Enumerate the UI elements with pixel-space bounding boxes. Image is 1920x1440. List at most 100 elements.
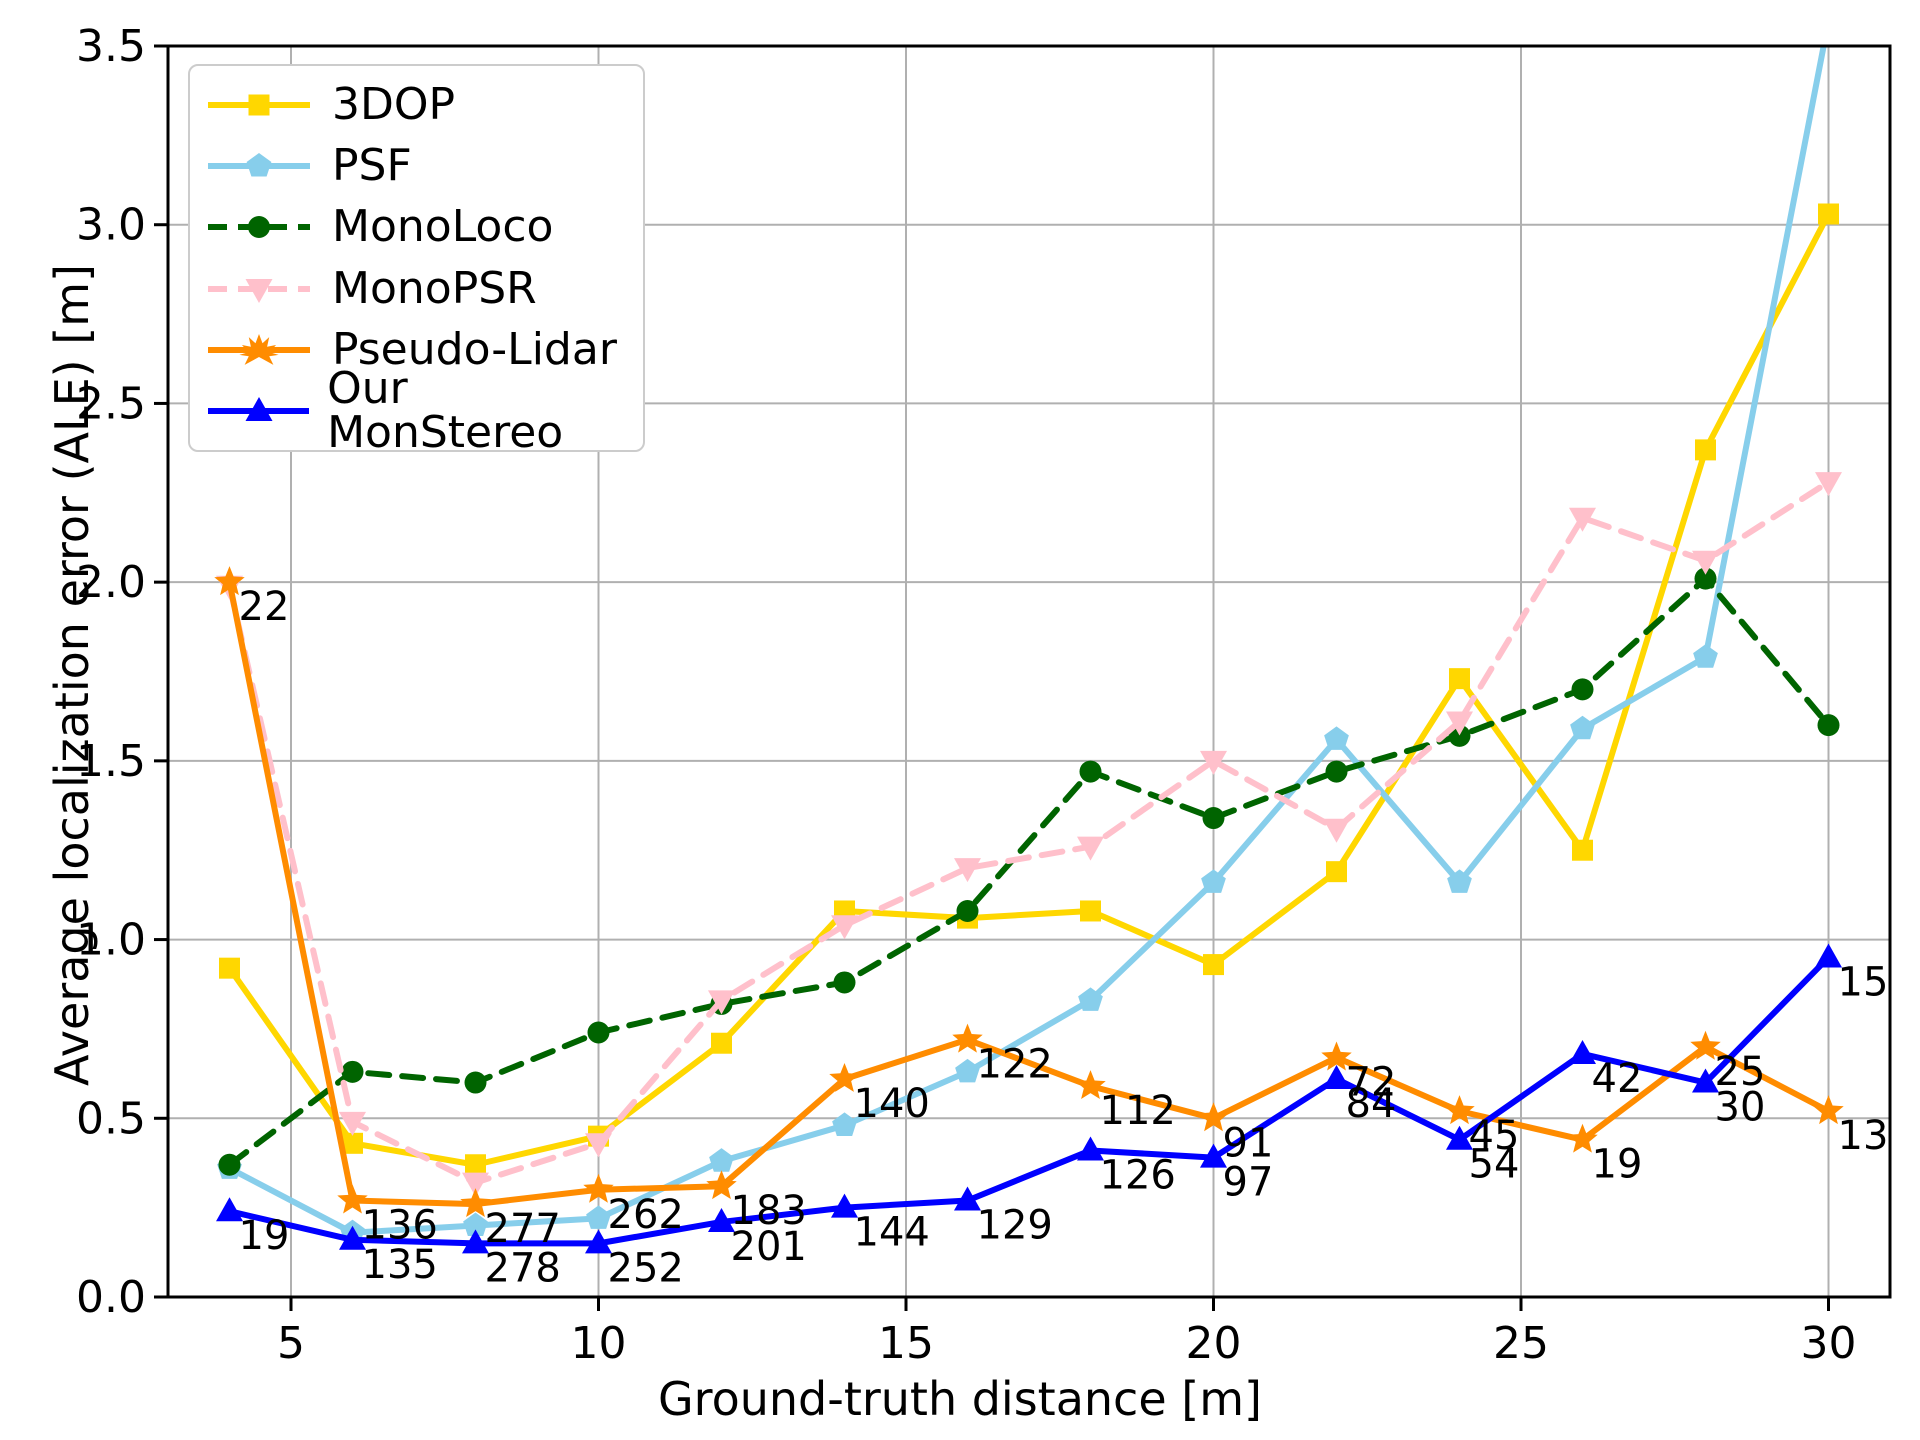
count-annotation: 278 [485, 1245, 561, 1291]
legend-entry-3dop: 3DOP [204, 77, 643, 133]
data-point-marker [341, 1060, 364, 1083]
x-tick-label: 5 [277, 1318, 305, 1369]
legend-label: MonoPSR [332, 262, 537, 314]
series-line-monopsr [226, 479, 1832, 1186]
data-point-marker [1818, 203, 1839, 225]
data-point-marker [709, 1148, 734, 1172]
series-line-monoloco [226, 575, 1832, 1168]
count-annotation: 140 [854, 1081, 930, 1127]
data-point-marker [460, 1188, 491, 1218]
x-axis-title: Ground-truth distance [m] [658, 1372, 1262, 1426]
count-annotation: 19 [1592, 1142, 1643, 1188]
legend-entry-monoloco: MonoLoco [204, 199, 643, 255]
data-point-marker [218, 1153, 241, 1176]
count-annotation: 19 [239, 1213, 290, 1259]
count-annotation: 144 [854, 1210, 930, 1256]
count-annotation: 22 [239, 584, 290, 630]
data-point-marker [1326, 861, 1347, 883]
legend-swatch-triangle-down-icon [208, 278, 310, 303]
data-point-marker [708, 1207, 735, 1232]
legend-swatch-square-icon [208, 94, 310, 116]
data-point-marker [1695, 439, 1716, 461]
data-point-marker [1690, 1030, 1721, 1060]
data-point-marker [1816, 8, 1841, 32]
data-point-marker [463, 1212, 488, 1237]
data-point-marker [1200, 750, 1227, 775]
count-annotation: 25 [1715, 1049, 1766, 1095]
count-annotation: 30 [1715, 1085, 1766, 1131]
count-annotation: 252 [608, 1245, 684, 1291]
data-point-marker [708, 990, 735, 1015]
data-point-marker [587, 1021, 610, 1044]
data-point-marker [585, 1229, 612, 1254]
count-annotation: 277 [485, 1206, 561, 1252]
data-point-marker [1078, 987, 1103, 1011]
data-point-marker [1448, 724, 1471, 747]
data-point-marker [1572, 839, 1593, 861]
y-tick-label: 3.0 [76, 200, 146, 251]
data-point-marker [831, 915, 858, 940]
data-point-marker [952, 1023, 983, 1053]
data-point-marker [1075, 1070, 1106, 1100]
data-point-marker [1570, 715, 1595, 740]
data-point-marker [1817, 714, 1840, 737]
count-annotation: 42 [1592, 1056, 1643, 1102]
y-tick-label: 3.5 [76, 21, 146, 72]
legend-entry-monopsr: MonoPSR [204, 261, 643, 317]
legend-label: 3DOP [332, 78, 456, 130]
data-point-marker [586, 1205, 611, 1229]
series-line-pseudo-lidar [226, 579, 1832, 1208]
data-point-marker [1321, 1041, 1352, 1071]
legend-swatch-star-icon [208, 333, 310, 365]
data-point-marker [1077, 836, 1104, 861]
data-point-marker [831, 1193, 858, 1218]
data-point-marker [1324, 726, 1349, 750]
legend-label: Pseudo-Lidar [332, 323, 617, 375]
data-point-marker [1080, 900, 1101, 922]
data-point-marker [956, 899, 979, 922]
count-annotation: 122 [977, 1042, 1053, 1088]
y-tick-label: 2.0 [76, 557, 146, 608]
data-point-marker [1449, 668, 1470, 690]
data-point-marker [954, 858, 981, 883]
count-annotation: 183 [731, 1188, 807, 1234]
data-point-marker [1567, 1123, 1598, 1153]
count-annotation: 54 [1469, 1142, 1520, 1188]
count-annotation: 262 [608, 1192, 684, 1238]
data-point-marker [955, 1058, 980, 1083]
y-tick-label: 1.5 [76, 736, 146, 787]
plot-border [166, 44, 1892, 1299]
x-tick-label: 20 [1186, 1318, 1242, 1369]
legend-swatch-pentagon-icon [208, 152, 310, 177]
count-annotation: 136 [362, 1202, 438, 1248]
data-point-marker [1815, 943, 1842, 968]
data-point-marker [833, 971, 856, 994]
data-point-marker [462, 1172, 489, 1197]
data-point-marker [711, 1032, 732, 1054]
x-tick-label: 30 [1801, 1318, 1857, 1369]
data-point-marker [1693, 644, 1718, 668]
y-tick-label: 0.0 [76, 1272, 146, 1323]
legend-swatch-triangle-up-icon [208, 397, 310, 422]
x-tick-label: 10 [571, 1318, 627, 1369]
count-annotation: 112 [1100, 1088, 1176, 1134]
count-annotation: 201 [731, 1224, 807, 1270]
count-annotation: 129 [977, 1202, 1053, 1248]
data-point-marker [1694, 567, 1717, 590]
data-point-marker [1571, 678, 1594, 701]
x-tick-label: 25 [1493, 1318, 1549, 1369]
legend-entry-pseudo-lidar: Pseudo-Lidar [204, 322, 643, 378]
data-point-marker [1079, 760, 1102, 783]
count-annotation: 91 [1223, 1120, 1274, 1166]
count-annotation: 15 [1838, 959, 1889, 1005]
data-point-marker [706, 1170, 737, 1200]
count-annotation: 45 [1469, 1113, 1520, 1159]
data-point-marker [1446, 711, 1473, 736]
data-point-marker [1815, 472, 1842, 497]
data-point-marker [337, 1184, 368, 1214]
legend-label: MonoLoco [332, 201, 554, 253]
legend-label: Our MonStereo [327, 363, 564, 459]
data-point-marker [583, 1173, 614, 1203]
series-group [214, 8, 1844, 1254]
